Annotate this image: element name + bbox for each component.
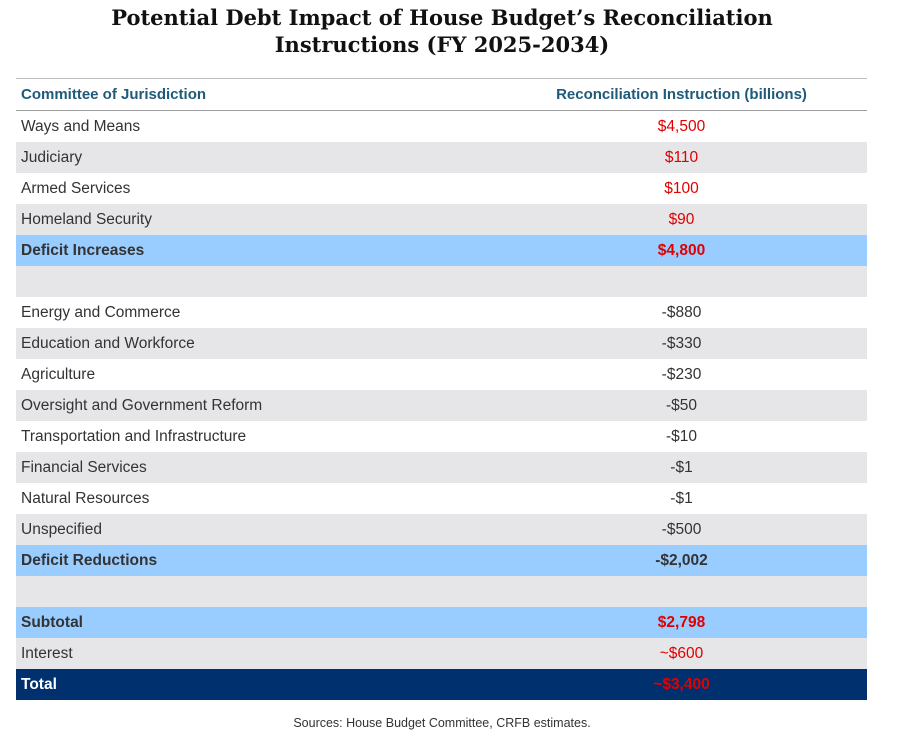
row-label: Oversight and Government Reform xyxy=(16,390,496,421)
table-body: Ways and Means $4,500 Judiciary $110 Armed S… xyxy=(16,110,867,700)
row-label: Unspecified xyxy=(16,514,496,545)
row-label: Ways and Means xyxy=(16,110,496,142)
source-note: Sources: House Budget Committee, CRFB es… xyxy=(293,716,591,730)
row-value: -$880 xyxy=(496,297,867,328)
table-row: Agriculture -$230 xyxy=(16,359,867,390)
column-header-instruction: Reconciliation Instruction (billions) xyxy=(496,78,867,111)
row-value xyxy=(496,266,867,297)
table-row xyxy=(16,576,867,607)
row-value: -$500 xyxy=(496,514,867,545)
row-label: Deficit Reductions xyxy=(16,545,496,576)
row-label: Agriculture xyxy=(16,359,496,390)
row-value: -$230 xyxy=(496,359,867,390)
row-value: -$50 xyxy=(496,390,867,421)
table-row: Financial Services -$1 xyxy=(16,452,867,483)
column-header-committee: Committee of Jurisdiction xyxy=(16,78,496,111)
row-label: Education and Workforce xyxy=(16,328,496,359)
row-value: ~$3,400 xyxy=(496,669,867,700)
table-row: Judiciary $110 xyxy=(16,142,867,173)
row-label: Interest xyxy=(16,638,496,669)
table-row: Transportation and Infrastructure -$10 xyxy=(16,421,867,452)
row-label: Armed Services xyxy=(16,173,496,204)
table-row: Homeland Security $90 xyxy=(16,204,867,235)
row-value: $90 xyxy=(496,204,867,235)
row-label: Transportation and Infrastructure xyxy=(16,421,496,452)
reconciliation-table: Committee of Jurisdiction Reconciliation… xyxy=(16,78,867,700)
row-value: $4,500 xyxy=(496,110,867,142)
row-value: $2,798 xyxy=(496,607,867,638)
row-value: -$1 xyxy=(496,452,867,483)
table-row: Oversight and Government Reform -$50 xyxy=(16,390,867,421)
row-value: -$1 xyxy=(496,483,867,514)
row-label: Energy and Commerce xyxy=(16,297,496,328)
table-row: Energy and Commerce -$880 xyxy=(16,297,867,328)
table-row: Armed Services $100 xyxy=(16,173,867,204)
chart-title-line-2: Instructions (FY 2025-2034) xyxy=(274,32,610,57)
chart-title-line-1: Potential Debt Impact of House Budget’s … xyxy=(111,5,773,30)
row-label: Homeland Security xyxy=(16,204,496,235)
row-label: Judiciary xyxy=(16,142,496,173)
row-value: -$2,002 xyxy=(496,545,867,576)
row-value: $4,800 xyxy=(496,235,867,266)
row-label: Deficit Increases xyxy=(16,235,496,266)
row-label xyxy=(16,576,496,607)
table-row xyxy=(16,266,867,297)
row-label: Subtotal xyxy=(16,607,496,638)
row-value: $110 xyxy=(496,142,867,173)
table-row: Ways and Means $4,500 xyxy=(16,110,867,142)
row-value: -$330 xyxy=(496,328,867,359)
table-row: Total ~$3,400 xyxy=(16,669,867,700)
row-label: Financial Services xyxy=(16,452,496,483)
table-row: Deficit Reductions -$2,002 xyxy=(16,545,867,576)
row-label xyxy=(16,266,496,297)
row-label: Natural Resources xyxy=(16,483,496,514)
row-value: ~$600 xyxy=(496,638,867,669)
row-value: -$10 xyxy=(496,421,867,452)
table-row: Unspecified -$500 xyxy=(16,514,867,545)
row-label: Total xyxy=(16,669,496,700)
chart-title: Potential Debt Impact of House Budget’s … xyxy=(0,4,884,58)
table-row: Natural Resources -$1 xyxy=(16,483,867,514)
table-row: Education and Workforce -$330 xyxy=(16,328,867,359)
table-header-row: Committee of Jurisdiction Reconciliation… xyxy=(16,78,867,111)
table-row: Interest ~$600 xyxy=(16,638,867,669)
table-row: Deficit Increases $4,800 xyxy=(16,235,867,266)
table-row: Subtotal $2,798 xyxy=(16,607,867,638)
row-value xyxy=(496,576,867,607)
row-value: $100 xyxy=(496,173,867,204)
